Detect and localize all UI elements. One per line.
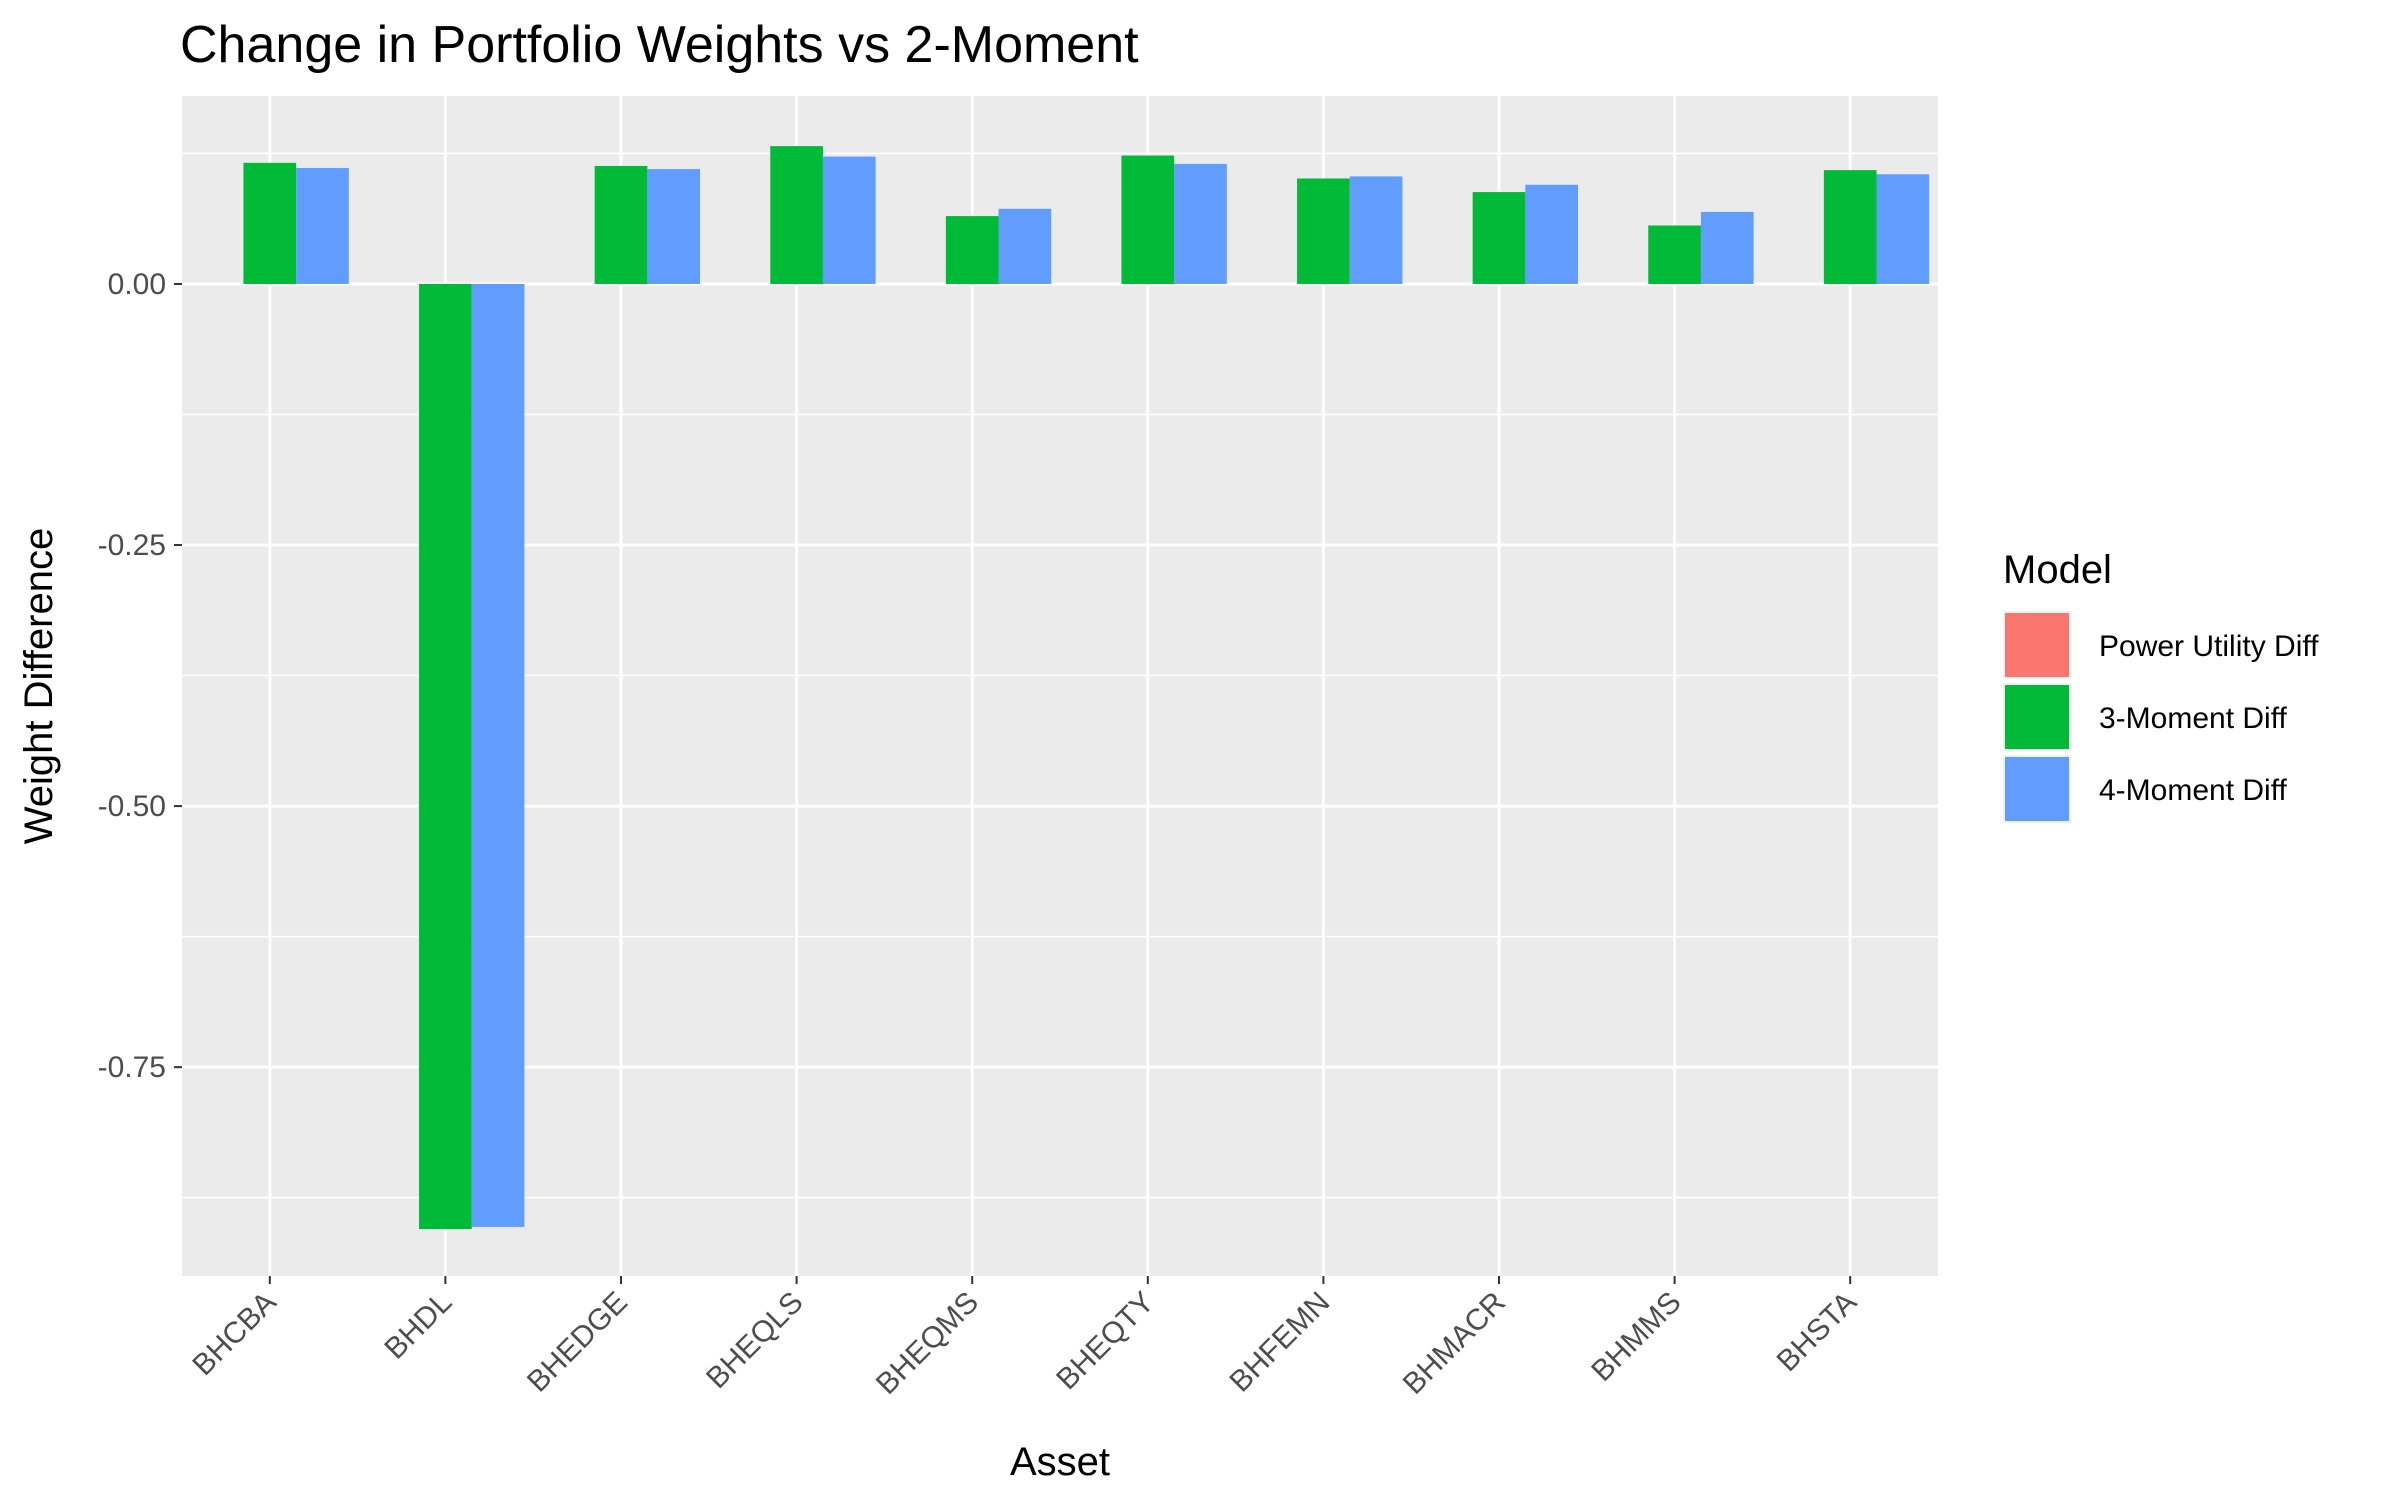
bar xyxy=(1121,155,1175,284)
bar xyxy=(1700,211,1754,284)
legend-key-swatch xyxy=(2005,757,2069,821)
x-tick-label: BHDL xyxy=(378,1286,458,1366)
bar xyxy=(1297,178,1350,284)
bar xyxy=(822,156,876,284)
bar xyxy=(1876,174,1930,284)
legend-label: 4-Moment Diff xyxy=(2099,774,2288,807)
x-tick-label: BHMMS xyxy=(1585,1286,1687,1388)
bar xyxy=(1823,170,1877,284)
bar xyxy=(1648,225,1701,284)
bar xyxy=(647,169,701,284)
bars xyxy=(243,146,1930,1230)
x-axis: BHCBA BHDL BHEDGE BHEQLS BHEQMS BHEQTY BHFEMN B… xyxy=(186,1276,1863,1401)
legend-label: 3-Moment Diff xyxy=(2099,702,2288,735)
bar xyxy=(471,283,525,1227)
bar xyxy=(1349,176,1403,284)
bar xyxy=(243,162,297,284)
bar xyxy=(1174,163,1227,284)
y-tick-label: -0.25 xyxy=(98,529,166,562)
bar xyxy=(1525,184,1579,284)
legend-key-swatch xyxy=(2005,685,2069,749)
y-axis: 0.00 -0.25 -0.50 -0.75 xyxy=(98,268,182,1084)
x-axis-title: Asset xyxy=(1010,1440,1110,1484)
x-tick-label: BHEQTY xyxy=(1050,1286,1161,1397)
bar xyxy=(945,216,999,284)
legend-key-swatch xyxy=(2005,613,2069,677)
legend-title: Model xyxy=(2003,548,2112,592)
x-tick-label: BHEQLS xyxy=(700,1286,809,1395)
bar xyxy=(998,208,1052,284)
legend: Model Power Utility Diff 3-Moment Diff 4-M… xyxy=(2003,548,2319,823)
chart-title: Change in Portfolio Weights vs 2-Moment xyxy=(180,16,1139,74)
y-axis-title: Weight Difference xyxy=(17,528,61,844)
bar xyxy=(770,146,823,284)
y-tick-label: 0.00 xyxy=(108,268,166,301)
x-tick-label: BHSTA xyxy=(1771,1286,1863,1378)
x-tick-label: BHCBA xyxy=(186,1286,282,1382)
x-tick-label: BHMACR xyxy=(1397,1286,1512,1401)
bar xyxy=(419,283,472,1230)
x-tick-label: BHFEMN xyxy=(1223,1286,1336,1399)
bar xyxy=(1472,192,1526,284)
bar xyxy=(594,165,648,284)
y-tick-label: -0.75 xyxy=(98,1051,166,1084)
x-tick-label: BHEDGE xyxy=(521,1286,634,1399)
y-tick-label: -0.50 xyxy=(98,790,166,823)
bar xyxy=(296,168,349,284)
x-tick-label: BHEQMS xyxy=(870,1286,985,1401)
legend-label: Power Utility Diff xyxy=(2099,630,2319,663)
